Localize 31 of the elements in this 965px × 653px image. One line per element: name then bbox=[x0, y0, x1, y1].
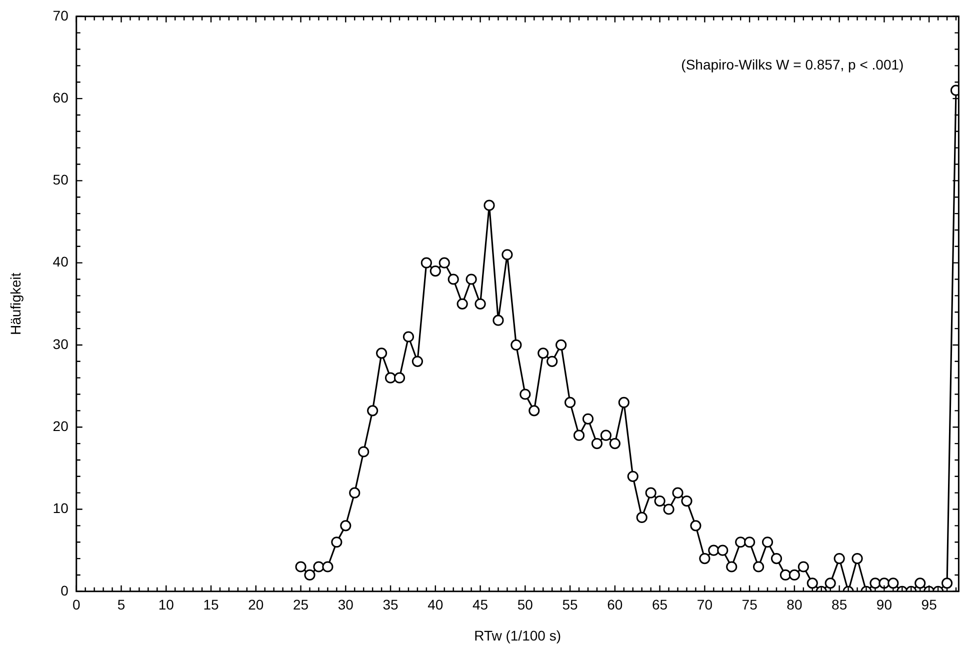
x-tick-label: 90 bbox=[876, 596, 892, 613]
x-tick-label: 20 bbox=[248, 596, 264, 613]
x-tick-label: 45 bbox=[472, 596, 488, 613]
y-tick-label: 10 bbox=[52, 500, 69, 516]
x-tick-label: 50 bbox=[517, 596, 534, 613]
x-tick-label: 80 bbox=[786, 596, 802, 613]
y-tick-label: 30 bbox=[52, 336, 69, 352]
x-tick-label: 40 bbox=[428, 596, 444, 613]
x-tick-label: 60 bbox=[607, 596, 623, 613]
x-tick-label: 0 bbox=[72, 596, 80, 613]
x-tick-label: 5 bbox=[117, 596, 126, 613]
y-tick-label: 40 bbox=[52, 254, 69, 270]
x-tick-label: 70 bbox=[696, 596, 713, 613]
x-tick-label: 55 bbox=[562, 596, 578, 613]
annotation: (Shapiro-Wilks W = 0.857, p < .001) bbox=[681, 56, 904, 72]
y-tick-label: 50 bbox=[52, 172, 69, 188]
x-tick-label: 10 bbox=[158, 596, 174, 613]
x-tick-label: 75 bbox=[742, 596, 758, 613]
x-tick-label: 30 bbox=[338, 596, 354, 613]
x-tick-label: 85 bbox=[832, 596, 848, 613]
y-axis-title: Häufigkeit bbox=[7, 272, 24, 336]
y-tick-label: 0 bbox=[60, 582, 69, 598]
y-tick-label: 60 bbox=[52, 89, 69, 106]
x-tick-label: 95 bbox=[921, 596, 938, 613]
x-tick-label: 15 bbox=[203, 596, 220, 613]
x-tick-label: 65 bbox=[652, 596, 668, 613]
y-tick-label: 70 bbox=[52, 7, 69, 24]
x-tick-label: 25 bbox=[292, 596, 309, 613]
x-axis-title: RTw (1/100 s) bbox=[474, 627, 561, 644]
y-tick-label: 20 bbox=[52, 418, 69, 434]
x-tick-label: 35 bbox=[382, 596, 399, 613]
